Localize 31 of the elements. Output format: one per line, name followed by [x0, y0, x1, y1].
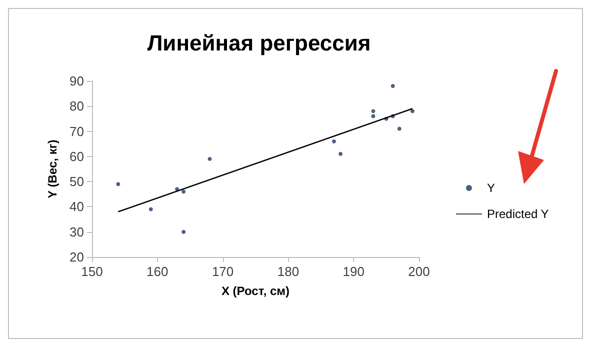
point: [332, 139, 336, 144]
y-tick-label: 40: [70, 199, 84, 214]
x-axis-title: X (Рост, см): [221, 284, 290, 298]
x-tick-label: 190: [342, 264, 364, 279]
point: [208, 156, 212, 161]
point: [371, 109, 376, 114]
point: [182, 190, 186, 194]
x-tick-label: 200: [408, 264, 430, 279]
point: [338, 152, 343, 156]
point: [116, 182, 120, 186]
legend-label: Predicted Y: [486, 207, 549, 221]
x-tick-label: 150: [81, 264, 103, 279]
chart-title: Линейная регрессия: [147, 30, 371, 56]
point: [182, 230, 186, 234]
y-axis-title: Y (Вес, кг): [46, 140, 60, 198]
y-tick-label: 60: [70, 148, 84, 164]
x-tick-label: 180: [277, 264, 300, 279]
legend-label: Y: [486, 181, 495, 195]
y-tick-label: 80: [70, 98, 84, 114]
y-tick-label: 50: [70, 174, 84, 190]
x-tick-label: 160: [146, 264, 168, 279]
point: [390, 84, 395, 88]
point: [148, 207, 153, 212]
y-tick-label: 70: [70, 124, 84, 139]
point: [410, 109, 414, 114]
x-tick-label: 170: [212, 264, 234, 279]
point: [371, 114, 376, 118]
y-tick-label: 20: [70, 250, 84, 264]
y-tick-label: 90: [70, 74, 84, 88]
y-tick-label: 30: [70, 224, 84, 240]
point: [397, 126, 402, 131]
